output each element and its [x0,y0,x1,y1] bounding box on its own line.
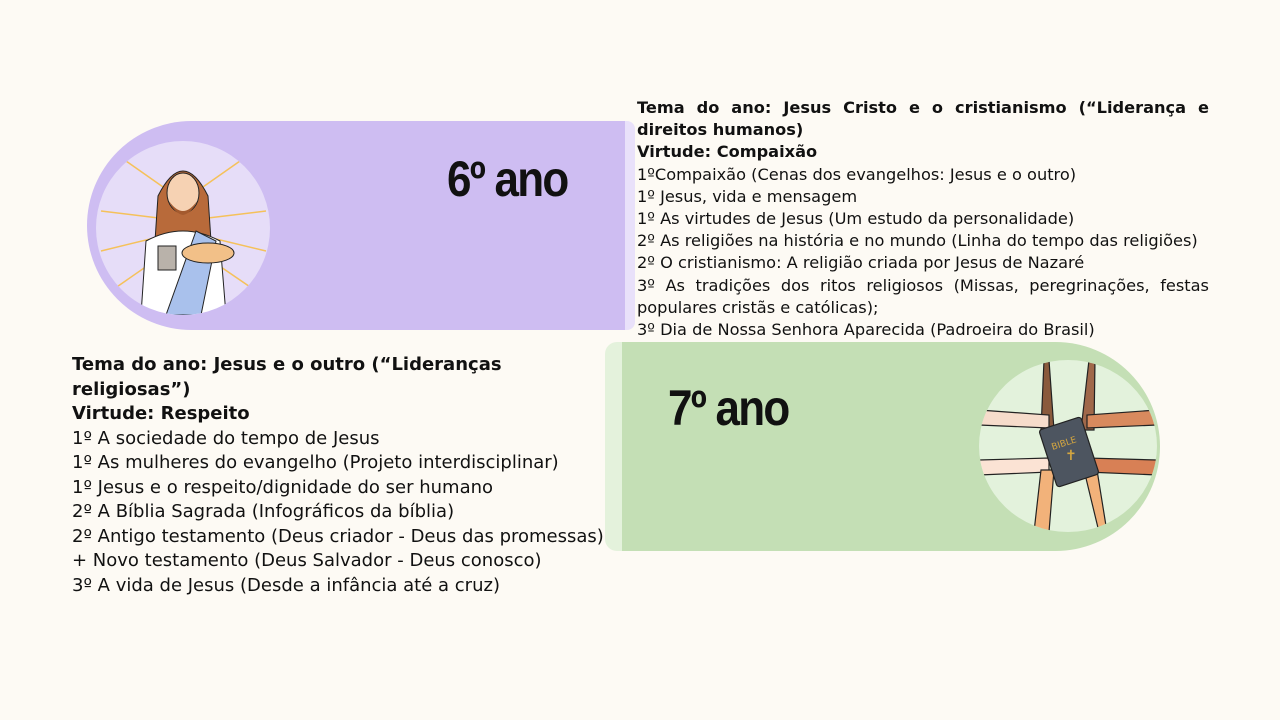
sixth-grade-title: 6º ano [447,151,569,207]
seventh-item: + Novo testamento (Deus Salvador - Deus … [72,550,542,571]
sixth-grade-content: Tema do ano: Jesus Cristo e o cristianis… [637,97,1209,341]
sixth-item: 2º As religiões na história e no mundo (… [637,231,1198,251]
sixth-item: 3º As tradições dos ritos religiosos (Mi… [637,275,1209,317]
seventh-theme: Tema do ano: Jesus e o outro (“Liderança… [72,354,502,400]
seventh-item: 1º Jesus e o respeito/dignidade do ser h… [72,476,494,498]
seventh-virtue: Virtude: Respeito [72,403,250,424]
sixth-grade-banner-edge [625,121,635,330]
seventh-item: 3º A vida de Jesus (Desde a infância até… [72,574,500,596]
sixth-virtue: Virtude: Compaixão [637,142,818,162]
sixth-item: 1º As virtudes de Jesus (Um estudo da pe… [637,209,1075,229]
sixth-item: 1ºCompaixão (Cenas dos evangelhos: Jesus… [637,164,1077,184]
seventh-item: 2º Antigo testamento (Deus criador - Deu… [72,525,604,547]
seventh-item: 1º A sociedade do tempo de Jesus [72,427,380,449]
seventh-item: 2º A Bíblia Sagrada (Infográficos da bíb… [72,501,455,522]
jesus-illustration [96,141,270,315]
sixth-theme: Tema do ano: Jesus Cristo e o cristianis… [637,98,1209,140]
sixth-item: 3º Dia de Nossa Senhora Aparecida (Padro… [637,320,1095,340]
sixth-item: 2º O cristianismo: A religião criada por… [637,253,1085,273]
bible-hands-illustration: BIBLE ✝ [979,360,1157,532]
seventh-item: 1º As mulheres do evangelho (Projeto int… [72,452,559,473]
seventh-grade-content: Tema do ano: Jesus e o outro (“Liderança… [72,353,617,598]
seventh-grade-banner-edge [605,342,622,551]
cross-icon: ✝ [1065,448,1077,464]
sixth-item: 1º Jesus, vida e mensagem [637,186,858,206]
seventh-grade-title: 7º ano [668,380,790,436]
